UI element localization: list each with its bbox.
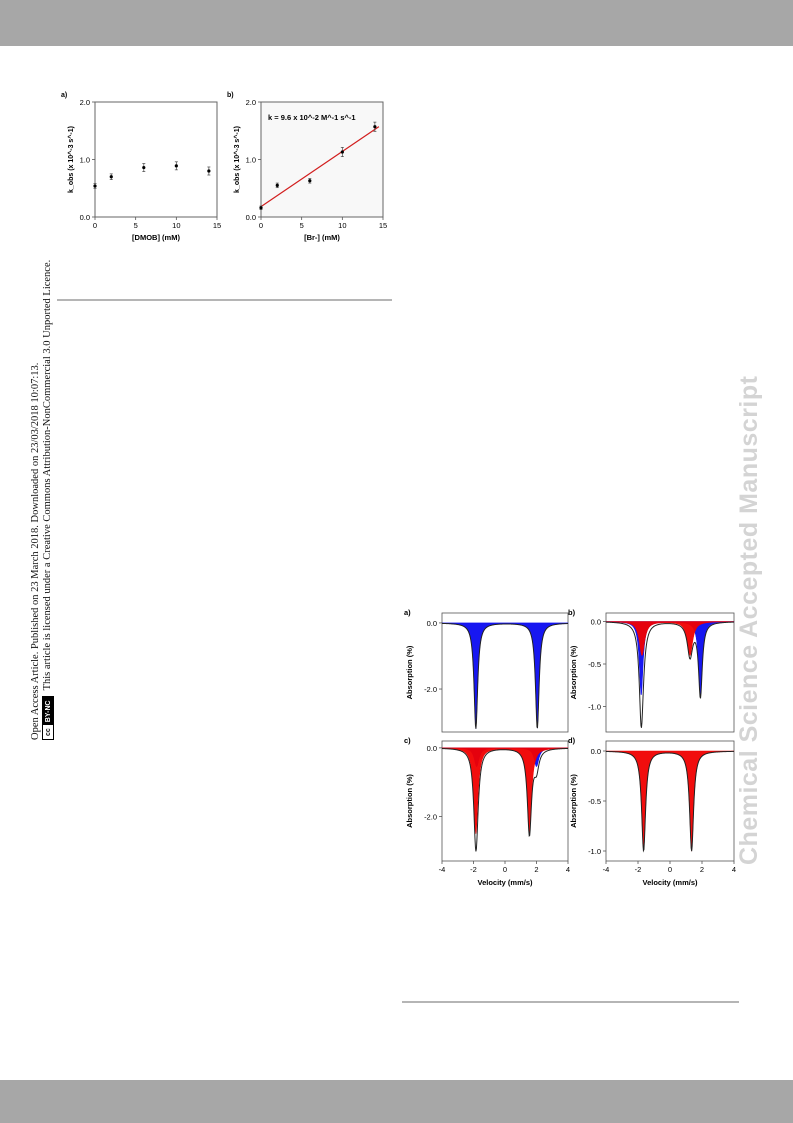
- rate-constant-annotation: k = 9.6 x 10^-2 M^-1 s^-1: [268, 113, 356, 122]
- x-tick-label: 0: [259, 221, 263, 230]
- x-tick-label: 4: [732, 865, 736, 874]
- data-point: [259, 206, 263, 210]
- y-tick-label: 0.0: [246, 213, 256, 222]
- x-tick-label: 0: [93, 221, 97, 230]
- total-fit-envelope: [605, 750, 735, 853]
- y-axis-label: k_obs (x 10^-3 s^-1): [67, 126, 75, 193]
- kinetics-panel-a: a) 0.0 1.0 2.0 0 5 10 15 [DMOB] (mM) k_obs (x 10^…: [61, 92, 221, 242]
- data-point: [275, 183, 279, 187]
- mossbauer-panel-b: b) 0.0 -0.5 -1.0 Absorption (%): [568, 608, 735, 733]
- plot-frame: [605, 740, 735, 862]
- y-tick-label: -0.5: [588, 797, 601, 806]
- y-tick-label: 2.0: [80, 98, 90, 107]
- x-axis-label: [Br-] (mM): [304, 233, 340, 242]
- figure-divider-bottom: [402, 1001, 739, 1003]
- data-point: [308, 179, 312, 183]
- x-tick-label: -2: [470, 865, 477, 874]
- x-tick-label: 0: [668, 865, 672, 874]
- plot-frame: [441, 612, 569, 733]
- mossbauer-panel-d: d) 0.0 -0.5 -1.0 Absorption (%) -4 -2 0 2 4 Veloci…: [568, 736, 736, 887]
- panel-label: d): [568, 736, 576, 745]
- mossbauer-panel-c: c) 0.0 -2.0 Absorption (%) -4 -2 0 2 4 Velocity (…: [404, 736, 570, 887]
- x-axis-label: Velocity (mm/s): [642, 878, 698, 887]
- total-fit-envelope: [441, 622, 569, 729]
- y-axis-label: Absorption (%): [569, 645, 578, 699]
- panel-label: c): [404, 736, 411, 745]
- figure-kinetics: a) 0.0 1.0 2.0 0 5 10 15 [DMOB] (mM) k_obs (x 10^…: [61, 92, 387, 242]
- x-tick-label: 4: [566, 865, 570, 874]
- bottom-gray-band: [0, 1080, 793, 1123]
- data-point: [109, 175, 113, 179]
- x-tick-label: 5: [134, 221, 138, 230]
- data-point: [174, 164, 178, 168]
- figure-divider-top: [57, 299, 392, 301]
- panel-label: b): [227, 92, 234, 99]
- data-point: [340, 150, 344, 154]
- x-axis-label: [DMOB] (mM): [132, 233, 180, 242]
- panel-label: a): [404, 608, 411, 617]
- y-tick-label: 0.0: [591, 747, 601, 756]
- x-tick-label: -4: [603, 865, 610, 874]
- plot-frame: [441, 740, 569, 862]
- y-tick-label: 0.0: [80, 213, 90, 222]
- mossbauer-panel-a: a) 0.0 -2.0 Absorption (%): [404, 608, 569, 733]
- figure-mossbauer: a) 0.0 -2.0 Absorption (%) b) 0.0 -0.5 -1.0 Abs…: [404, 608, 736, 887]
- x-tick-label: 15: [213, 221, 221, 230]
- total-fit-envelope: [605, 621, 735, 728]
- spectrum-component-1: [605, 621, 735, 657]
- y-tick-label: 2.0: [246, 98, 256, 107]
- fit-line: [260, 126, 380, 208]
- y-tick-label: 0.0: [427, 619, 437, 628]
- x-tick-label: -4: [439, 865, 446, 874]
- panel-label: b): [568, 608, 576, 617]
- y-tick-label: -1.0: [588, 703, 601, 712]
- y-axis-label: k_obs (x 10^-3 s^-1): [233, 126, 241, 193]
- x-tick-label: 10: [172, 221, 180, 230]
- plot-frame: [260, 101, 384, 218]
- y-axis-label: Absorption (%): [405, 645, 414, 699]
- x-axis-label: Velocity (mm/s): [477, 878, 533, 887]
- y-tick-label: -0.5: [588, 660, 601, 669]
- y-tick-label: 0.0: [591, 618, 601, 627]
- plot-frame: [94, 101, 218, 218]
- x-tick-label: -2: [635, 865, 642, 874]
- plot-frame: [605, 612, 735, 733]
- y-tick-label: 1.0: [246, 156, 256, 165]
- x-tick-label: 15: [379, 221, 387, 230]
- y-axis-label: Absorption (%): [405, 774, 414, 828]
- top-gray-band: [0, 0, 793, 46]
- y-axis-label: Absorption (%): [569, 774, 578, 828]
- x-tick-label: 10: [338, 221, 346, 230]
- x-tick-label: 0: [503, 865, 507, 874]
- total-fit-envelope: [441, 747, 569, 852]
- kinetics-panel-b: b) 0.0 1.0 2.0 0 5 10 15 [Br-] (mM) k_obs (x 10^-…: [227, 92, 387, 242]
- panel-label: a): [61, 92, 67, 99]
- data-point: [93, 184, 97, 188]
- y-tick-label: 1.0: [80, 156, 90, 165]
- data-point: [373, 125, 377, 129]
- data-point: [142, 165, 146, 170]
- y-tick-label: 0.0: [427, 744, 437, 753]
- y-tick-label: -2.0: [424, 812, 437, 821]
- y-tick-label: -1.0: [588, 847, 601, 856]
- x-tick-label: 2: [534, 865, 538, 874]
- x-tick-label: 5: [300, 221, 304, 230]
- y-tick-label: -2.0: [424, 685, 437, 694]
- data-point: [207, 169, 211, 173]
- x-tick-label: 2: [700, 865, 704, 874]
